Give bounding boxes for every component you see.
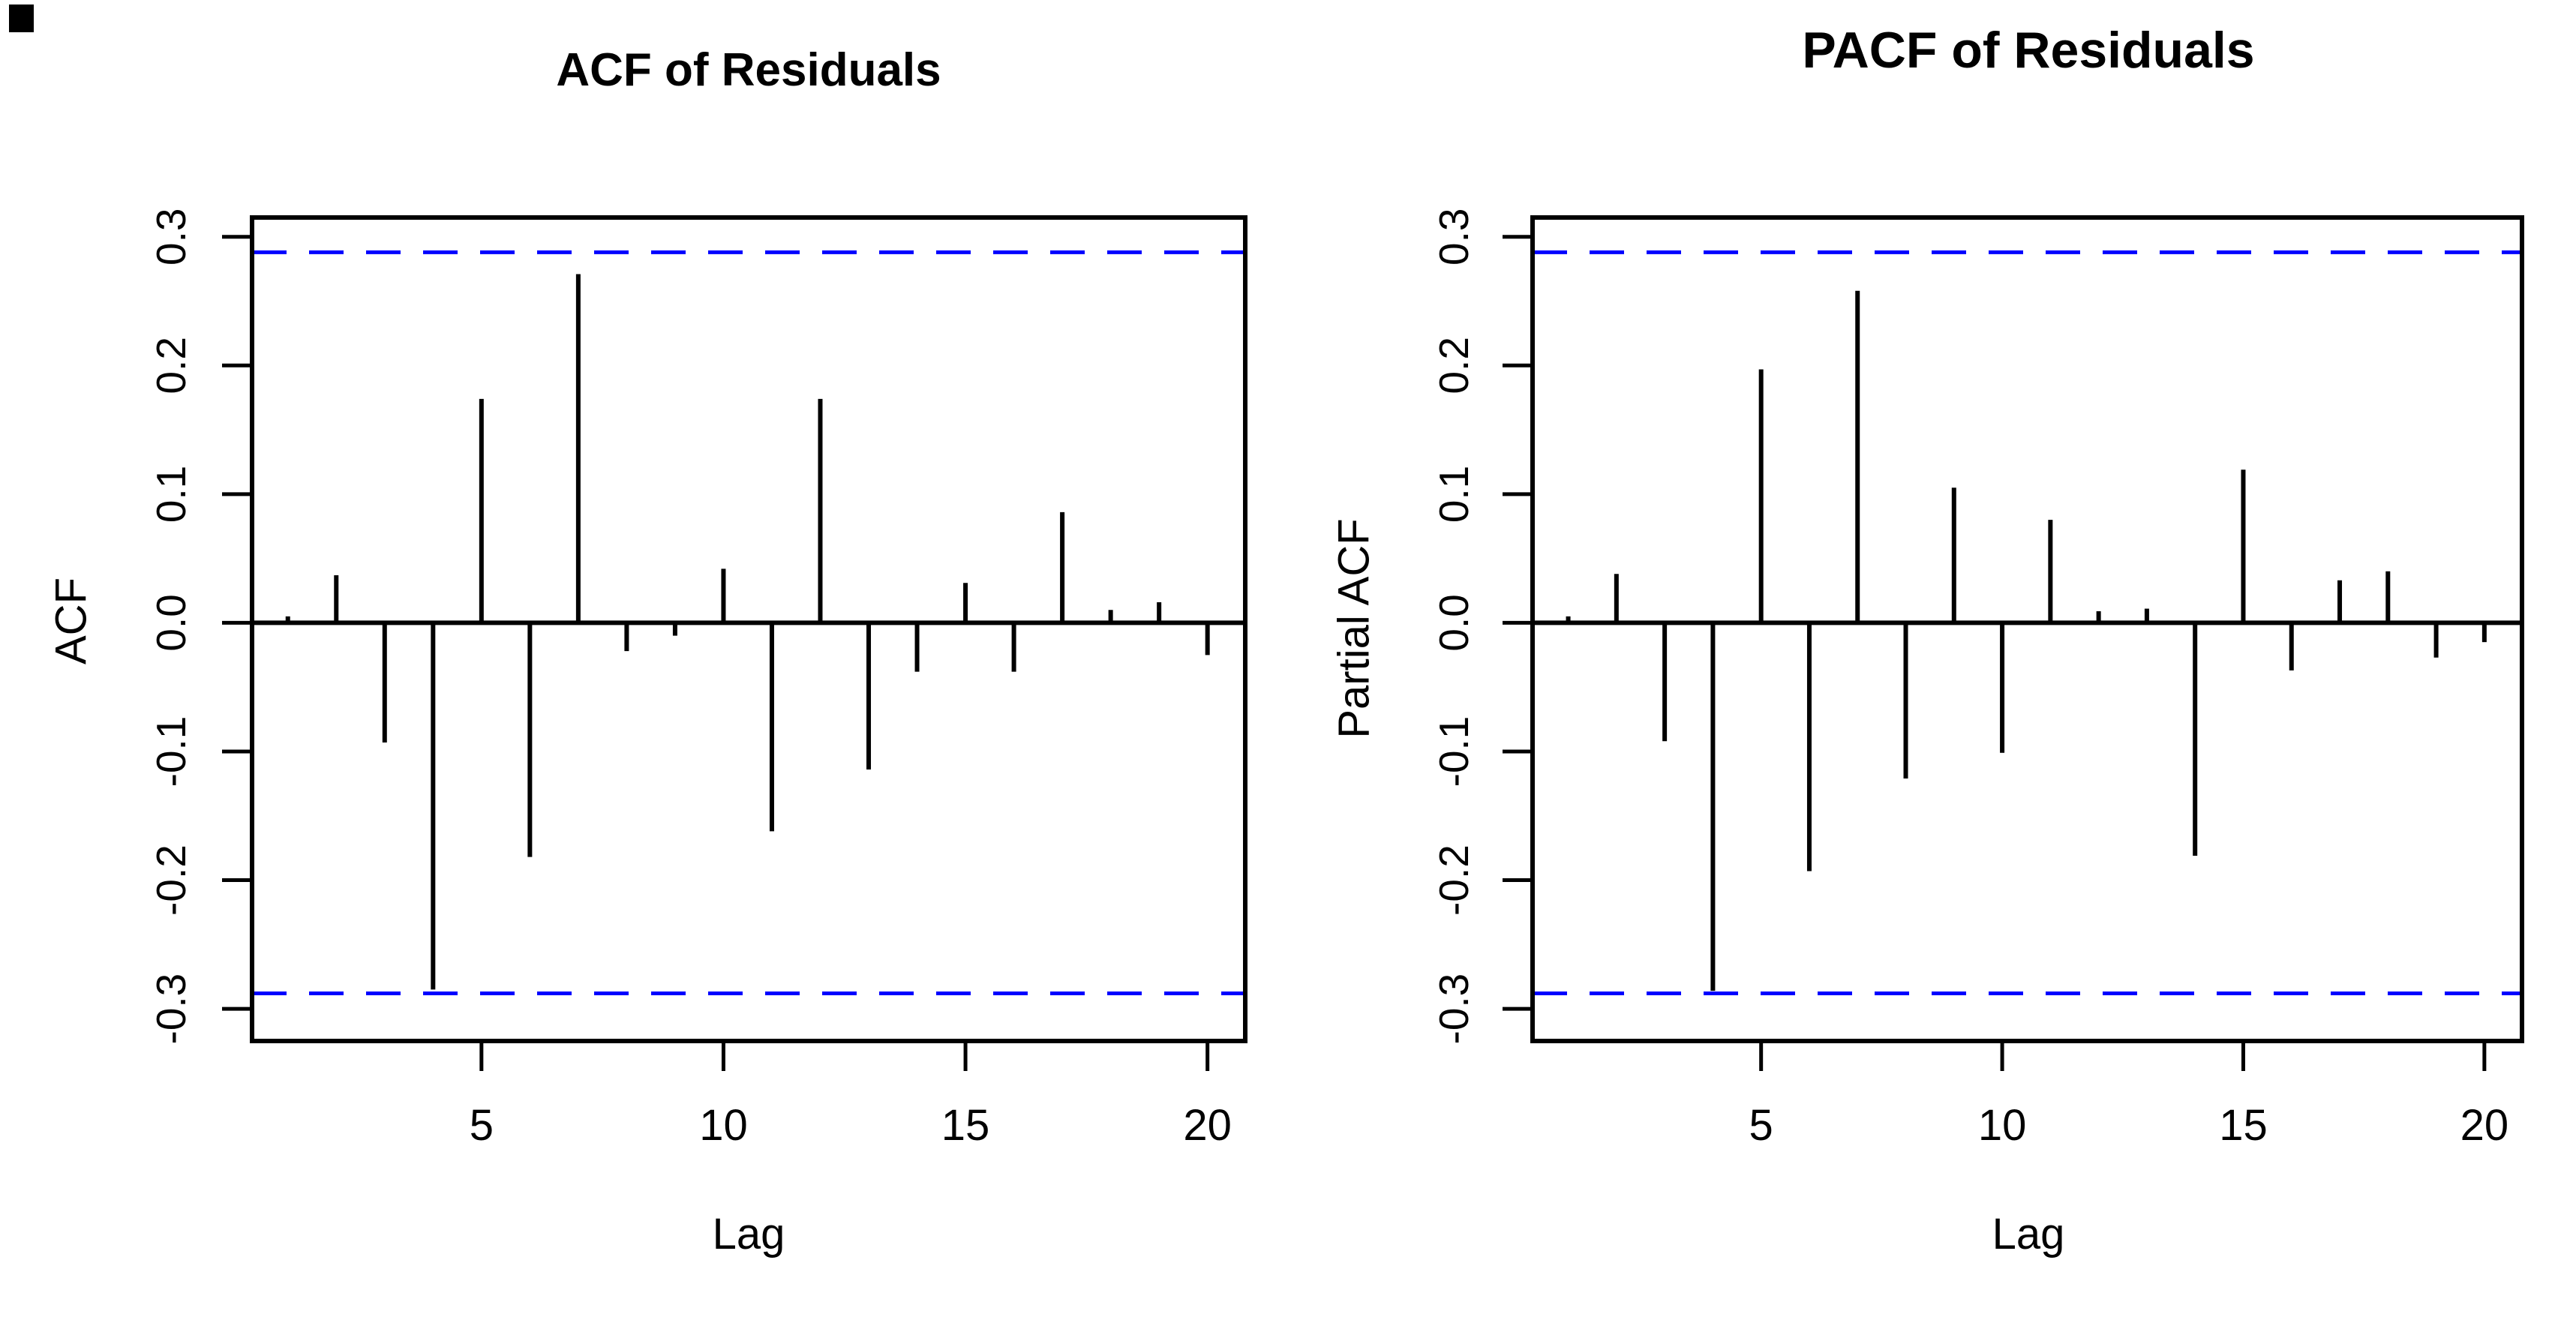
pacf-title: PACF of Residuals: [1802, 22, 2255, 79]
acf-xtick-label: 15: [941, 1101, 990, 1150]
pacf-ytick-label: 0.1: [1431, 466, 1477, 523]
acf-ytick-label: -0.3: [148, 974, 194, 1045]
pacf-xtick-label: 15: [2219, 1101, 2268, 1150]
pacf-y-axis-label: Partial ACF: [1329, 518, 1379, 739]
acf-xtick-label: 10: [699, 1101, 748, 1150]
acf-ytick-label: -0.2: [148, 844, 194, 916]
pacf-ytick-label: 0.0: [1431, 594, 1477, 651]
pacf-x-axis-label: Lag: [1992, 1210, 2065, 1258]
pacf-plot-box: [1530, 215, 2524, 1043]
pacf-ytick-label: 0.2: [1431, 337, 1477, 394]
pacf-ytick-label: -0.3: [1431, 974, 1477, 1045]
pacf-ytick-label: -0.2: [1431, 844, 1477, 916]
acf-title: ACF of Residuals: [556, 44, 941, 96]
acf-y-axis-label: ACF: [47, 578, 96, 664]
acf-x-axis-label: Lag: [712, 1210, 785, 1258]
acf-ytick-label: 0.1: [148, 466, 194, 523]
acf-ytick-label: 0.3: [148, 208, 194, 266]
pacf-xtick-label: 5: [1749, 1101, 1773, 1150]
pacf-ytick-label: 0.3: [1431, 208, 1477, 266]
acf-xtick-label: 20: [1183, 1101, 1232, 1150]
pacf-ytick-label: -0.1: [1431, 716, 1477, 788]
acf-ytick-label: 0.0: [148, 594, 194, 651]
acf-ytick-label: 0.2: [148, 337, 194, 394]
pacf-xtick-label: 10: [1978, 1101, 2027, 1150]
acf-ytick-label: -0.1: [148, 716, 194, 788]
corner-mark: [9, 4, 34, 32]
pacf-xtick-label: 20: [2460, 1101, 2509, 1150]
acf-xtick-label: 5: [470, 1101, 494, 1150]
acf-plot-box: [250, 215, 1247, 1043]
